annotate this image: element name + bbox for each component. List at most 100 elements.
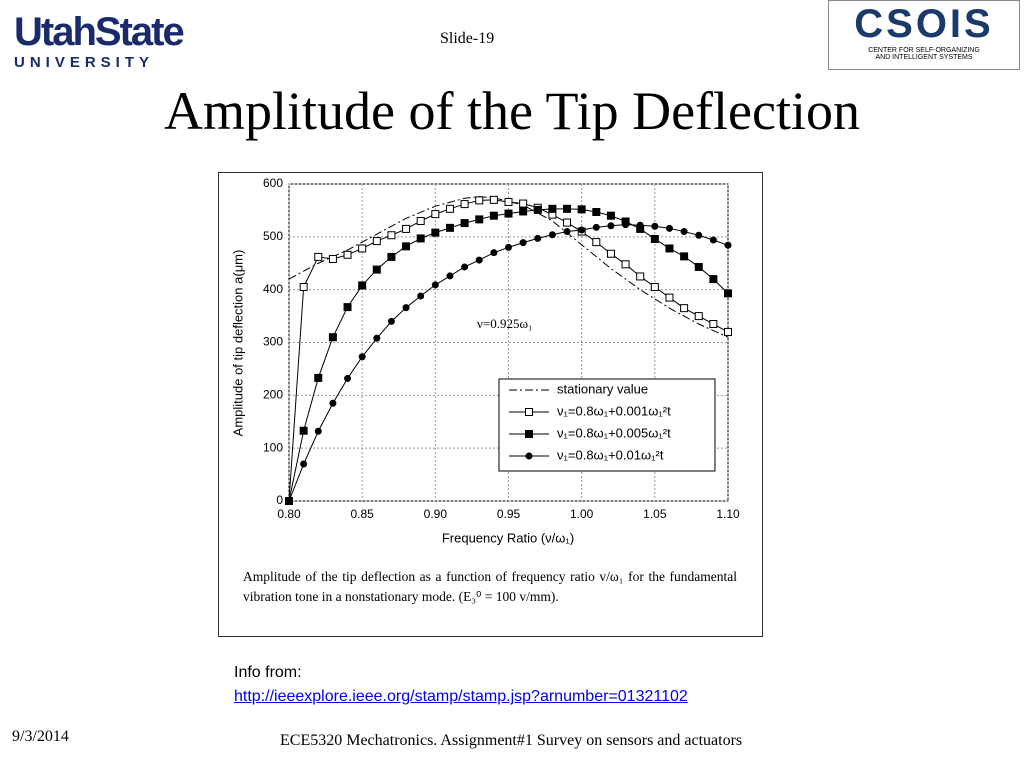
- data-point: [694, 262, 703, 271]
- data-point: [665, 224, 673, 232]
- caption: Amplitude of the tip deflection as a fun…: [243, 569, 737, 604]
- data-point: [387, 231, 396, 240]
- data-point: [563, 218, 572, 227]
- legend-marker: [525, 408, 533, 416]
- data-point: [358, 244, 367, 253]
- data-point: [343, 303, 352, 312]
- y-tick-label: 400: [263, 282, 283, 296]
- data-point: [387, 252, 396, 261]
- data-point: [651, 222, 659, 230]
- data-point: [563, 228, 571, 236]
- data-point: [431, 210, 440, 219]
- x-tick-label: 0.95: [497, 507, 521, 521]
- legend-marker: [525, 452, 533, 460]
- logo-text: CSOIS: [854, 2, 994, 46]
- data-point: [475, 196, 484, 205]
- data-point: [314, 427, 322, 435]
- logo-subtext: CENTER FOR SELF-ORGANIZING AND INTELLIGE…: [868, 47, 980, 61]
- data-point: [328, 333, 337, 342]
- data-point: [416, 234, 425, 243]
- data-point: [519, 239, 527, 247]
- x-tick-label: 0.85: [350, 507, 374, 521]
- data-point: [519, 199, 528, 208]
- data-point: [694, 312, 703, 321]
- figure: Amplitude of tip deflection a(μm) Freque…: [218, 172, 763, 637]
- data-point: [490, 249, 498, 257]
- data-point: [300, 460, 308, 468]
- legend-label: ν₁=0.8ω₁+0.01ω₁²t: [557, 447, 664, 462]
- data-point: [373, 334, 381, 342]
- y-axis-label: Amplitude of tip deflection a(μm): [230, 250, 245, 437]
- data-point: [402, 242, 411, 251]
- data-point: [650, 283, 659, 292]
- data-point: [372, 237, 381, 246]
- data-point: [505, 243, 512, 251]
- logo-text: UtahState: [14, 10, 185, 54]
- data-point: [607, 222, 615, 230]
- data-point: [417, 292, 425, 300]
- legend-marker: [525, 430, 533, 438]
- data-point: [445, 223, 454, 232]
- data-point: [534, 234, 542, 242]
- data-point: [665, 244, 674, 253]
- data-point: [344, 374, 352, 382]
- data-point: [504, 197, 513, 206]
- data-point: [446, 272, 454, 280]
- data-point: [548, 231, 556, 239]
- x-tick-label: 1.05: [643, 507, 667, 521]
- x-tick-label: 1.00: [570, 507, 594, 521]
- data-point: [285, 497, 293, 505]
- data-point: [343, 250, 352, 259]
- data-point: [650, 234, 659, 243]
- data-point: [387, 317, 395, 325]
- data-point: [299, 283, 308, 292]
- data-point: [636, 272, 645, 281]
- y-tick-label: 100: [263, 440, 283, 454]
- data-point: [489, 195, 498, 204]
- data-point: [372, 265, 381, 274]
- date: 9/3/2014: [12, 728, 69, 745]
- data-point: [695, 231, 703, 239]
- data-point: [606, 249, 615, 258]
- data-point: [445, 204, 454, 213]
- data-point: [665, 293, 674, 302]
- data-point: [548, 204, 557, 213]
- data-point: [431, 281, 439, 289]
- data-point: [475, 215, 484, 224]
- data-point: [606, 211, 615, 220]
- data-point: [358, 353, 366, 361]
- data-point: [622, 221, 630, 229]
- data-point: [460, 200, 469, 209]
- data-point: [592, 238, 601, 247]
- legend-label: stationary value: [557, 381, 648, 396]
- data-point: [314, 252, 323, 261]
- logo-left: UtahState UNIVERSITY: [14, 10, 200, 71]
- data-point: [533, 205, 542, 214]
- data-point: [504, 209, 513, 218]
- data-point: [416, 216, 425, 225]
- series-line: [288, 196, 729, 338]
- course-footer: ECE5320 Mechatronics. Assignment#1 Surve…: [280, 732, 743, 749]
- legend-label: ν₁=0.8ω₁+0.005ω₁²t: [557, 425, 671, 440]
- data-point: [680, 252, 689, 261]
- y-tick-label: 0: [276, 493, 283, 507]
- data-point: [578, 226, 586, 234]
- data-point: [621, 260, 630, 269]
- data-point: [709, 320, 718, 329]
- data-point: [563, 204, 572, 213]
- logo-subtext: UNIVERSITY: [14, 54, 155, 71]
- y-tick-label: 600: [263, 176, 283, 190]
- data-point: [402, 304, 410, 312]
- chart: Amplitude of tip deflection a(μm) Freque…: [230, 176, 740, 545]
- data-point: [592, 208, 601, 217]
- data-point: [709, 236, 717, 244]
- data-point: [592, 223, 600, 231]
- data-point: [724, 289, 732, 298]
- legend-label: ν₁=0.8ω₁+0.001ω₁²t: [557, 403, 671, 418]
- slide-number: Slide-19: [440, 30, 495, 47]
- x-tick-label: 1.10: [716, 507, 740, 521]
- data-point: [460, 219, 469, 228]
- y-tick-label: 300: [263, 335, 283, 349]
- source-link[interactable]: http://ieeexplore.ieee.org/stamp/stamp.j…: [234, 688, 688, 705]
- data-point: [475, 256, 483, 264]
